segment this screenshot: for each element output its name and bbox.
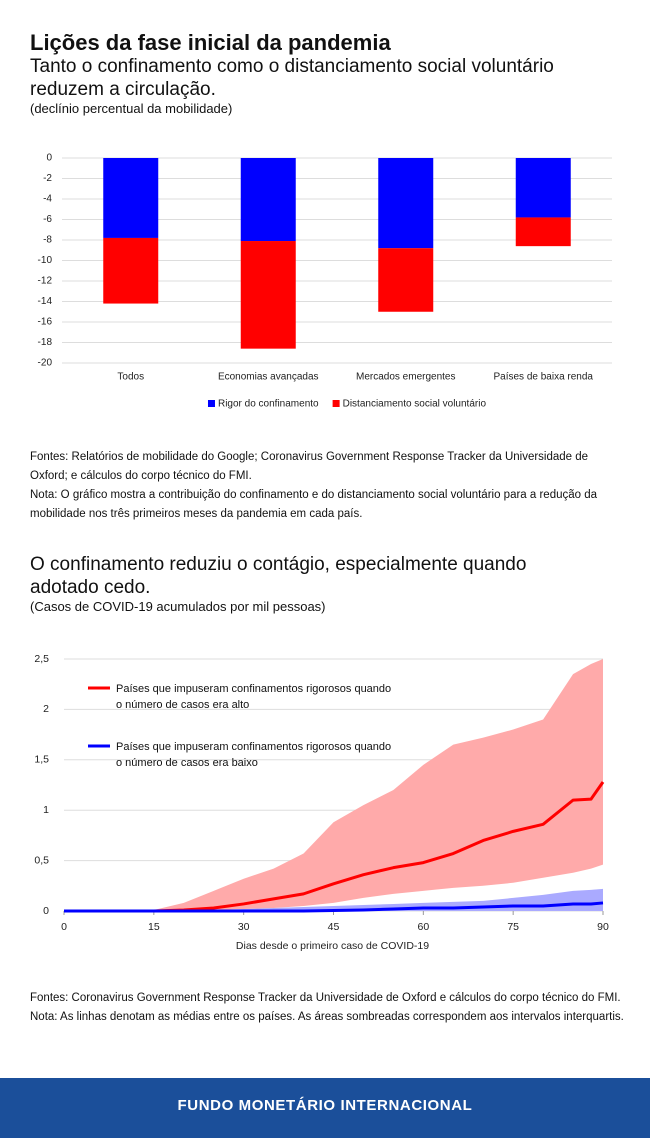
note: Nota: As linhas denotam as médias entre …: [30, 1011, 624, 1023]
x-tick-label: 15: [148, 921, 160, 933]
x-tick-label: 60: [417, 921, 429, 933]
y-tick-label: 0,5: [34, 854, 49, 866]
y-tick-label: -18: [38, 337, 53, 348]
x-tick-label: Países de baixa renda: [493, 372, 593, 383]
bar-segment: [378, 248, 434, 312]
y-tick-label: -12: [38, 276, 53, 287]
legend-swatch: [332, 400, 340, 407]
x-tick-label: 75: [507, 921, 519, 933]
x-tick-label: 30: [238, 921, 250, 933]
x-tick-label: Todos: [117, 372, 144, 383]
legend-label: Países que impuseram confinamentos rigor…: [116, 741, 392, 769]
y-tick-label: 0: [46, 153, 52, 164]
legend-label: Países que impuseram confinamentos rigor…: [116, 683, 392, 711]
bar-segment: [515, 217, 571, 247]
footer: FUNDO MONETÁRIO INTERNACIONAL: [0, 1078, 650, 1138]
x-tick-label: Economias avançadas: [218, 372, 319, 383]
legend-label: Rigor do confinamento: [218, 399, 319, 410]
y-tick-label: -8: [43, 235, 52, 246]
legend-label: Distanciamento social voluntário: [343, 399, 487, 410]
y-tick-label: -10: [38, 255, 53, 266]
line: [64, 901, 604, 913]
x-tick-label: 45: [328, 921, 340, 933]
y-tick-label: 0: [43, 905, 49, 917]
y-tick-label: -16: [38, 317, 53, 328]
chart-title: O confinamento reduziu o contágio, espec…: [30, 554, 527, 598]
y-tick-label: -6: [43, 214, 52, 225]
bar-segment: [515, 158, 571, 218]
y-tick-label: 1,5: [34, 754, 49, 766]
source: Fontes: Relatórios de mobilidade do Goog…: [30, 451, 589, 482]
chart-subtitle: (Casos de COVID-19 acumulados por mil pe…: [30, 599, 326, 614]
y-tick-label: -20: [38, 358, 53, 369]
bar-segment: [103, 237, 159, 304]
bar-segment: [378, 158, 434, 249]
chart-subtitle: (declínio percentual da mobilidade): [30, 101, 233, 116]
bar-segment: [240, 158, 296, 242]
legend-swatch: [207, 400, 215, 407]
bar-segment: [103, 158, 159, 238]
chart-title: Tanto o confinamento como o distanciamen…: [30, 56, 554, 100]
x-tick-label: Mercados emergentes: [356, 372, 456, 383]
band: [64, 888, 603, 911]
y-tick-label: -2: [43, 173, 52, 184]
y-tick-label: 2,5: [34, 653, 49, 665]
note: Nota: O gráfico mostra a contribuição do…: [30, 489, 598, 520]
x-axis-label: Dias desde o primeiro caso de COVID-19: [236, 940, 429, 952]
page-title: Lições da fase inicial da pandemia: [30, 30, 391, 55]
bar-segment: [240, 241, 296, 349]
y-tick-label: 1: [43, 804, 49, 816]
y-tick-label: 2: [43, 703, 49, 715]
y-tick-label: -14: [38, 296, 53, 307]
x-tick-label: 90: [597, 921, 609, 933]
source: Fontes: Coronavirus Government Response …: [30, 992, 621, 1004]
x-tick-label: 0: [61, 921, 67, 933]
y-tick-label: -4: [43, 194, 52, 205]
